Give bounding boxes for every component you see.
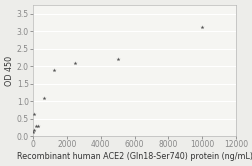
Point <box>31 130 35 133</box>
Point <box>32 128 36 131</box>
Point <box>199 25 203 28</box>
Point <box>52 68 56 71</box>
Point <box>73 61 77 64</box>
Point <box>41 96 45 99</box>
X-axis label: Recombinant human ACE2 (Gln18-Ser740) protein (ng/mL): Recombinant human ACE2 (Gln18-Ser740) pr… <box>16 152 251 161</box>
Point <box>34 125 38 128</box>
Y-axis label: OD 450: OD 450 <box>5 55 14 86</box>
Point <box>32 113 36 116</box>
Point <box>115 58 119 60</box>
Point <box>36 124 40 127</box>
